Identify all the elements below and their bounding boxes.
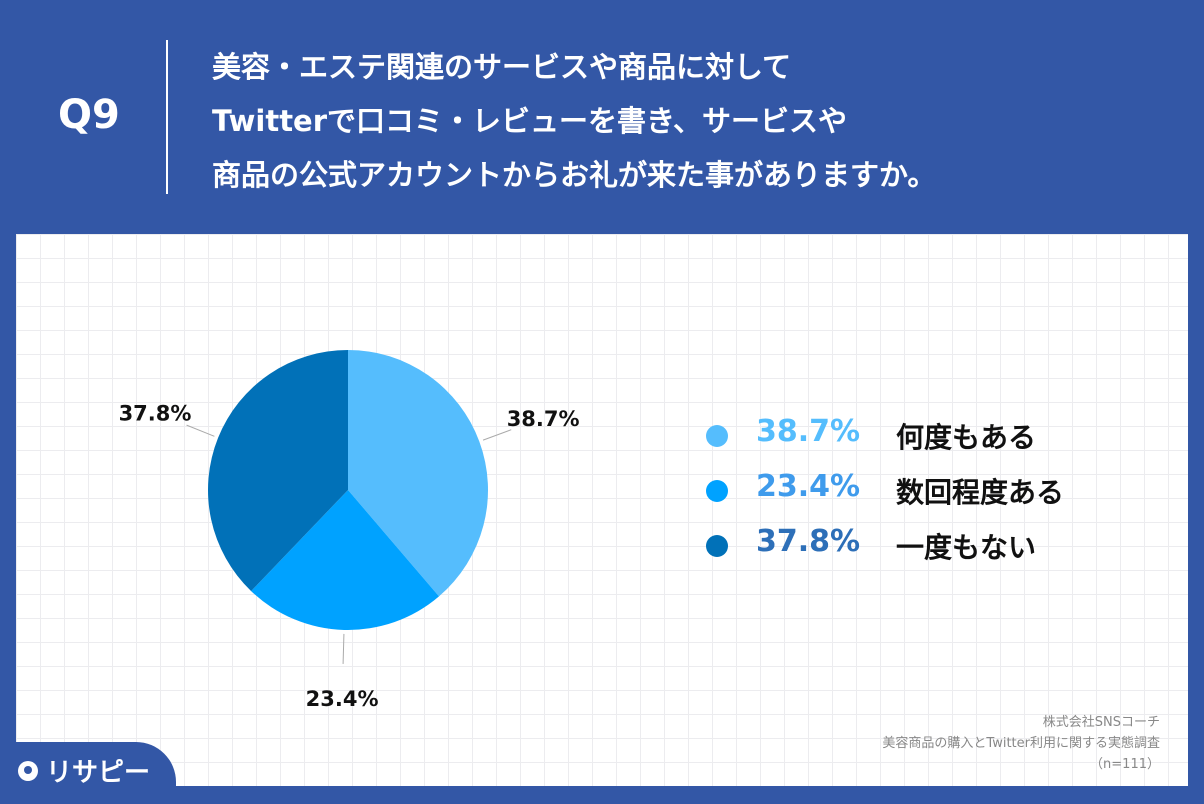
pie-slice [251, 490, 439, 631]
slice-label: 38.7% [507, 407, 580, 431]
legend-label: 一度もない [896, 531, 1037, 564]
slice-label: 23.4% [306, 687, 379, 711]
source-survey: 美容商品の購入とTwitter利用に関する実態調査 [882, 736, 1160, 751]
legend-dot [706, 425, 728, 447]
pie-slice [207, 350, 348, 592]
legend-label: 何度もある [896, 421, 1037, 454]
legend-percent: 38.7% [756, 414, 861, 449]
question-line: 商品の公式アカウントからお礼が来た事がありますか。 [212, 158, 937, 192]
question-header: Q9 美容・エステ関連のサービスや商品に対して Twitterで口コミ・レビュー… [0, 0, 1204, 232]
slice-label: 37.8% [119, 401, 192, 425]
legend-label: 数回程度ある [896, 476, 1065, 509]
header-divider [166, 40, 168, 194]
source-sample: （n=111） [1090, 757, 1160, 772]
legend-dot [706, 535, 728, 557]
legend-percent: 23.4% [756, 469, 861, 504]
question-line: 美容・エステ関連のサービスや商品に対して [212, 50, 792, 84]
source-note: 株式会社SNSコーチ 美容商品の購入とTwitter利用に関する実態調査 （n=… [882, 712, 1160, 775]
logo-text: リサピー [46, 758, 151, 788]
question-number: Q9 [58, 92, 120, 138]
legend-dot [706, 480, 728, 502]
logo: リサピー [18, 752, 150, 789]
source-company: 株式会社SNSコーチ [1042, 715, 1160, 730]
question-line: Twitterで口コミ・レビューを書き、サービスや [212, 104, 847, 138]
leader-line [342, 633, 345, 664]
leader-line [482, 429, 512, 441]
question-text: 美容・エステ関連のサービスや商品に対して Twitterで口コミ・レビューを書き… [212, 40, 936, 202]
pie-slice [348, 350, 488, 597]
leader-line [186, 424, 215, 437]
legend-percent: 37.8% [756, 524, 861, 559]
pin-icon [18, 760, 38, 781]
